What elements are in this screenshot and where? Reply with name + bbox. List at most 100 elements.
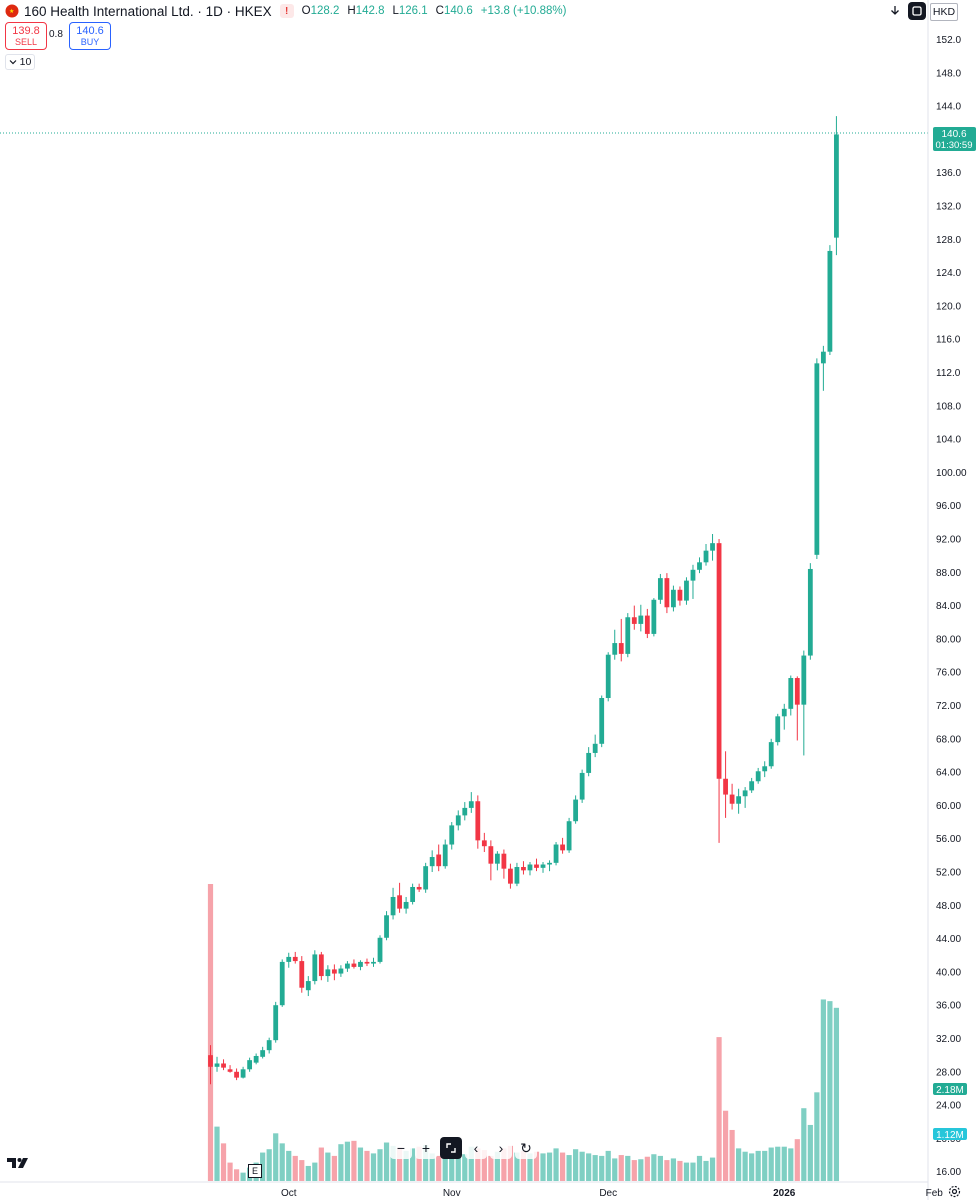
volume-bar xyxy=(396,1147,403,1181)
price-tick-label: 16.00 xyxy=(936,1167,961,1178)
volume-bar xyxy=(214,1126,220,1181)
volume-bar xyxy=(260,1152,266,1181)
candle-body xyxy=(234,1071,239,1078)
volume-bar xyxy=(644,1156,650,1181)
price-tick-label: 28.00 xyxy=(936,1067,961,1078)
candle-body xyxy=(462,807,468,816)
volume-bar xyxy=(794,1139,800,1181)
candle-body xyxy=(716,543,722,779)
candle-body xyxy=(834,134,839,238)
time-tick-label: Oct xyxy=(281,1188,297,1199)
volume-bar xyxy=(533,1151,540,1181)
volume-bar xyxy=(638,1159,644,1181)
volume-bar xyxy=(227,1162,233,1181)
candle-body xyxy=(579,772,585,800)
price-tick-label: 136.0 xyxy=(936,168,961,179)
scroll-right-button[interactable]: › xyxy=(490,1137,512,1159)
alert-icon[interactable]: ! xyxy=(279,4,294,18)
volume-bar xyxy=(762,1150,768,1181)
volume-bar xyxy=(220,1143,227,1181)
volume-bar xyxy=(207,884,214,1181)
price-axis[interactable]: 152.0148.0144.0140.0136.0132.0128.0124.0… xyxy=(936,35,967,1178)
candle-body xyxy=(657,578,663,600)
candle-body xyxy=(553,844,559,863)
candle-body xyxy=(351,963,357,967)
sell-label: SELL xyxy=(14,37,38,47)
candle-body xyxy=(599,698,605,744)
sell-button[interactable]: 139.8 SELL xyxy=(5,22,47,50)
price-tick-label: 48.00 xyxy=(936,901,961,912)
candle-body xyxy=(631,617,637,624)
volume-bar xyxy=(501,1148,507,1181)
interval-toggle[interactable]: 10 xyxy=(5,54,35,70)
reset-zoom-icon[interactable] xyxy=(440,1137,462,1159)
volume-bar xyxy=(240,1172,246,1181)
buy-label: BUY xyxy=(80,37,100,47)
candles xyxy=(208,116,839,1085)
volume-bar xyxy=(768,1147,774,1181)
candle-body xyxy=(638,615,644,624)
time-axis[interactable]: OctNovDec2026FebMar xyxy=(281,1188,978,1199)
buy-button[interactable]: 140.6 BUY xyxy=(69,22,111,50)
price-tick-label: 44.00 xyxy=(936,934,961,945)
volume-bar xyxy=(703,1160,709,1181)
volume-bar xyxy=(377,1149,383,1181)
volume-bar xyxy=(814,1092,820,1181)
candle-body xyxy=(279,961,285,1006)
symbol-title[interactable]: 160 Health International Ltd. · 1D · HKE… xyxy=(24,3,272,19)
price-tick-label: 64.00 xyxy=(936,768,961,779)
price-tick-label: 108.0 xyxy=(936,401,961,412)
candle-body xyxy=(221,1063,226,1068)
candle-body xyxy=(455,815,461,826)
volume-bar xyxy=(709,1157,716,1181)
candle-body xyxy=(501,853,507,869)
tradingview-logo[interactable] xyxy=(6,1155,32,1171)
volume-bar xyxy=(696,1155,703,1181)
candle-body xyxy=(540,864,546,868)
volume-bar xyxy=(827,1001,833,1181)
candle-body xyxy=(377,937,383,962)
volume-bar xyxy=(527,1153,533,1181)
gear-icon[interactable] xyxy=(948,1185,961,1201)
volume-bar xyxy=(233,1169,240,1181)
volume-bar xyxy=(436,1155,442,1181)
price-tick-label: 124.0 xyxy=(936,268,961,279)
candle-body xyxy=(429,857,435,867)
volume-bar xyxy=(403,1150,409,1181)
volume-bar xyxy=(351,1140,357,1181)
volume-bar xyxy=(481,1150,487,1181)
volume-bar xyxy=(383,1142,390,1181)
candle-body xyxy=(318,954,324,977)
interval-label: 10 xyxy=(19,56,32,68)
price-tick-label: 32.00 xyxy=(936,1034,961,1045)
candle-body xyxy=(729,794,735,804)
refresh-button[interactable]: ↻ xyxy=(515,1137,537,1159)
candle-body xyxy=(442,844,448,867)
flag-icon: ★ xyxy=(4,3,20,19)
price-tick-label: 36.00 xyxy=(936,1001,961,1012)
candle-body xyxy=(703,550,709,563)
scroll-left-button[interactable]: ‹ xyxy=(465,1137,487,1159)
candle-body xyxy=(618,643,624,654)
volume-bar xyxy=(305,1165,311,1181)
volume-bar xyxy=(807,1124,813,1181)
volume-bar xyxy=(292,1155,298,1181)
price-tick-label: 152.0 xyxy=(936,35,961,46)
ohlc-high: H142.8 xyxy=(347,5,385,17)
candle-body xyxy=(508,868,513,884)
earnings-marker[interactable]: E xyxy=(248,1164,262,1178)
volume-bar xyxy=(442,1154,448,1181)
volume-bar xyxy=(279,1143,285,1181)
download-icon[interactable] xyxy=(886,2,904,20)
candle-body xyxy=(488,846,494,864)
zoom-in-button[interactable]: + xyxy=(415,1137,437,1159)
fullscreen-icon[interactable] xyxy=(908,2,926,20)
price-tick-label: 120.0 xyxy=(936,301,961,312)
candle-body xyxy=(742,790,748,797)
last-price-tag xyxy=(933,127,976,151)
currency-selector[interactable]: HKD xyxy=(930,3,958,21)
candle-body xyxy=(240,1069,246,1078)
volume-bar xyxy=(586,1153,592,1181)
zoom-out-button[interactable]: − xyxy=(390,1137,412,1159)
